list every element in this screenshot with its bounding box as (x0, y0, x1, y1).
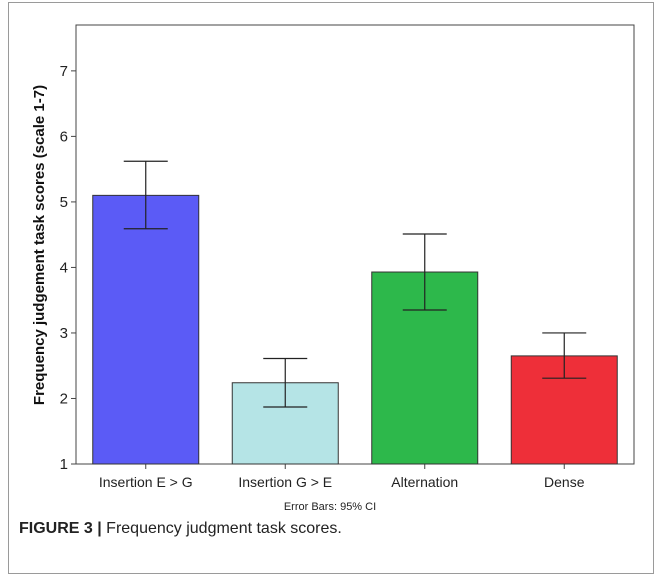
y-tick-label: 2 (60, 390, 68, 407)
caption-text: Frequency judgment task scores. (106, 520, 342, 537)
x-category-label: Insertion E > G (99, 474, 193, 490)
y-tick-label: 7 (60, 63, 68, 80)
error-bar-note: Error Bars: 95% CI (284, 501, 376, 513)
y-tick-label: 5 (60, 194, 68, 211)
x-category-label: Dense (544, 474, 585, 490)
y-tick-label: 6 (60, 128, 68, 145)
y-tick-label: 3 (60, 325, 68, 342)
y-tick-label: 1 (60, 456, 68, 473)
bar (92, 194, 200, 465)
y-axis-label: Frequency judgement task scores (scale 1… (31, 85, 48, 405)
x-category-label: Alternation (391, 474, 458, 490)
x-category-label: Insertion G > E (238, 474, 332, 490)
figure-caption: FIGURE 3 | Frequency judgment task score… (19, 520, 342, 538)
caption-label: FIGURE 3 | (19, 520, 102, 537)
plot-area-border (75, 24, 635, 465)
y-tick-label: 4 (60, 259, 68, 276)
